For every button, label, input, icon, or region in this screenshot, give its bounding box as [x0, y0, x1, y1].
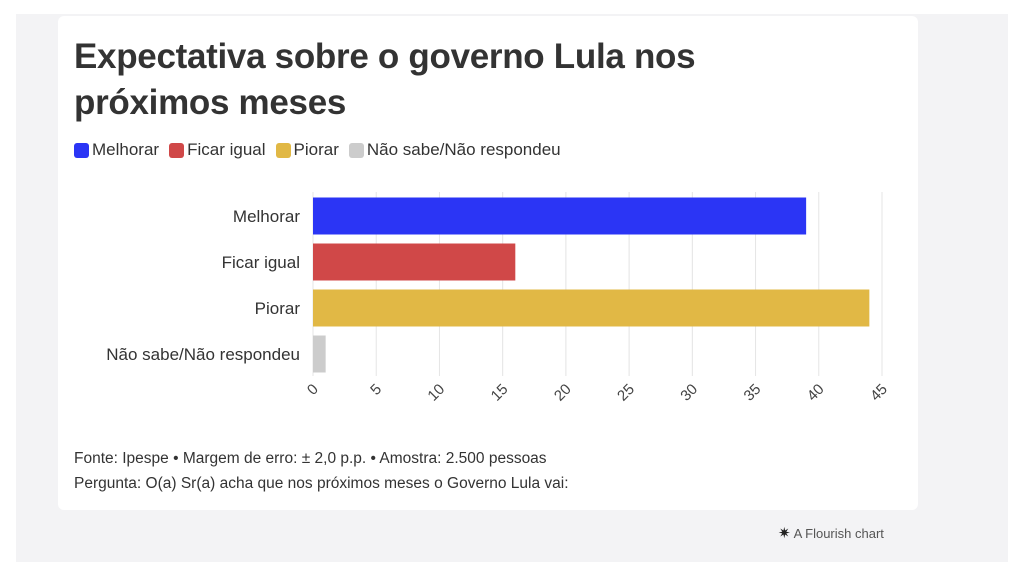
legend-swatch: [169, 142, 185, 158]
x-tick-label: 15: [488, 381, 512, 405]
bar-ficar-igual[interactable]: [313, 243, 516, 281]
legend-label: Piorar: [293, 140, 339, 159]
x-tick-label: 0: [304, 381, 322, 399]
legend-item[interactable]: Não sabe/Não respondeu: [348, 140, 561, 160]
bar-n-o-sabe-n-o-respondeu[interactable]: [313, 335, 326, 373]
category-label: Não sabe/Não respondeu: [106, 345, 300, 364]
legend-item[interactable]: Melhorar: [74, 140, 159, 160]
x-tick-label: 5: [367, 381, 385, 399]
source-note: Fonte: Ipespe • Margem de erro: ± 2,0 p.…: [74, 450, 547, 467]
bar-melhorar[interactable]: [313, 197, 807, 235]
x-tick-label: 45: [867, 381, 891, 405]
legend-swatch: [74, 142, 89, 158]
legend-label: Melhorar: [92, 140, 160, 159]
legend-item[interactable]: Piorar: [275, 140, 339, 160]
question-note: Pergunta: O(a) Sr(a) acha que nos próxim…: [74, 475, 569, 492]
category-label: Melhorar: [233, 207, 300, 226]
flourish-logo-icon: ✷: [778, 525, 791, 542]
flourish-credit[interactable]: ✷ A Flourish chart: [778, 524, 884, 542]
legend-swatch: [348, 142, 364, 158]
legend-label: Ficar igual: [187, 140, 266, 159]
legend-item[interactable]: Ficar igual: [169, 140, 266, 160]
bar-piorar[interactable]: [313, 289, 870, 327]
x-tick-label: 30: [677, 381, 701, 405]
chart-legend: Melhorar Ficar igual Piorar Não sabe/Não re…: [74, 140, 571, 160]
credit-text: A Flourish chart: [793, 525, 884, 541]
category-label: Piorar: [255, 299, 301, 318]
x-tick-label: 25: [614, 381, 638, 405]
category-label: Ficar igual: [222, 253, 300, 272]
x-tick-label: 35: [741, 381, 765, 405]
x-tick-label: 40: [804, 381, 828, 405]
legend-label: Não sabe/Não respondeu: [366, 140, 561, 159]
chart-title: Expectativa sobre o governo Lula nos pró…: [74, 37, 696, 122]
chart-footer: Fonte: Ipespe • Margem de erro: ± 2,0 p.…: [74, 446, 569, 496]
legend-swatch: [275, 142, 291, 158]
x-tick-label: 20: [551, 381, 575, 405]
x-tick-label: 10: [424, 381, 448, 405]
